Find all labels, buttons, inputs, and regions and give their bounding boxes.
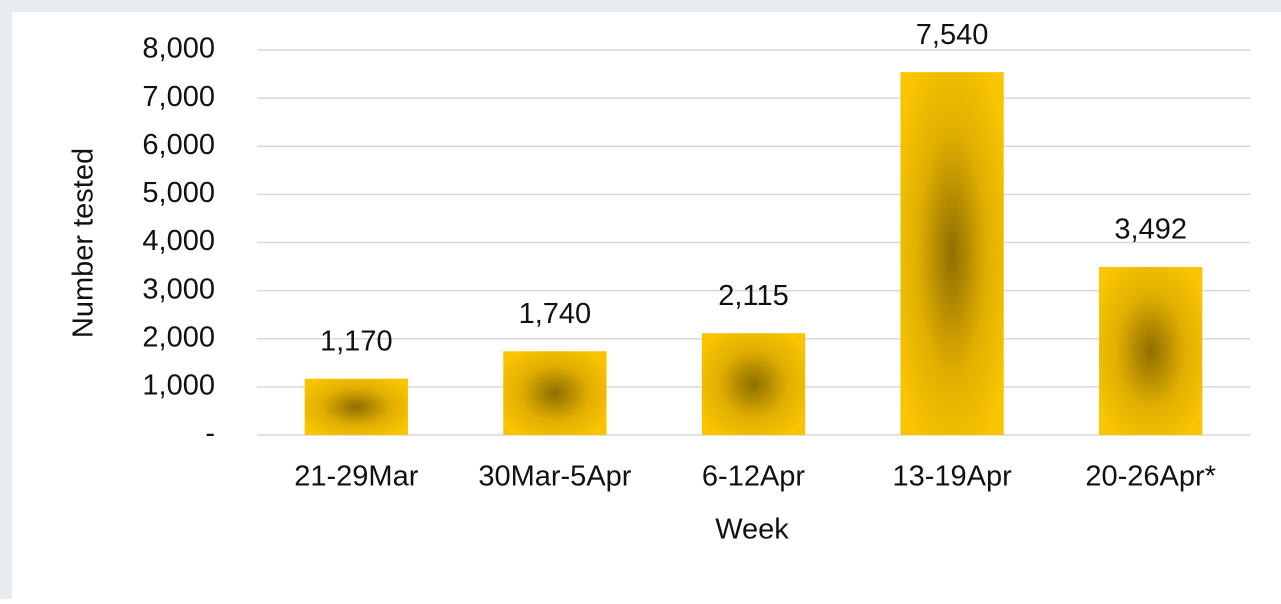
data-label: 1,740 bbox=[519, 298, 592, 330]
x-tick-label: 21-29Mar bbox=[294, 461, 418, 493]
y-tick-label: 2,000 bbox=[142, 321, 215, 353]
data-label: 2,115 bbox=[718, 280, 788, 312]
y-tick-label: 3,000 bbox=[142, 273, 215, 305]
y-tick-label: 4,000 bbox=[142, 225, 215, 257]
data-label: 7,540 bbox=[916, 19, 989, 51]
x-tick-label: 6-12Apr bbox=[702, 461, 806, 493]
bar bbox=[900, 72, 1004, 435]
y-tick-label: 1,000 bbox=[142, 370, 215, 402]
x-tick-label: 30Mar-5Apr bbox=[478, 461, 631, 493]
y-tick-label: 5,000 bbox=[142, 177, 215, 209]
y-tick-label: 7,000 bbox=[142, 81, 215, 113]
y-tick-label: 6,000 bbox=[142, 129, 215, 161]
data-label: 1,170 bbox=[320, 325, 393, 357]
data-label: 3,492 bbox=[1114, 214, 1187, 246]
y-tick-label: - bbox=[205, 418, 215, 450]
chart-background bbox=[12, 12, 1281, 599]
bar bbox=[1099, 266, 1203, 435]
bar bbox=[503, 351, 607, 435]
x-tick-label: 13-19Apr bbox=[892, 461, 1012, 493]
bar bbox=[701, 333, 806, 435]
x-axis-label: Week bbox=[715, 514, 789, 546]
x-tick-label: 20-26Apr* bbox=[1085, 461, 1216, 493]
bar bbox=[304, 378, 408, 435]
y-tick-label: 8,000 bbox=[142, 33, 215, 65]
y-axis-label: Number tested bbox=[68, 148, 100, 338]
